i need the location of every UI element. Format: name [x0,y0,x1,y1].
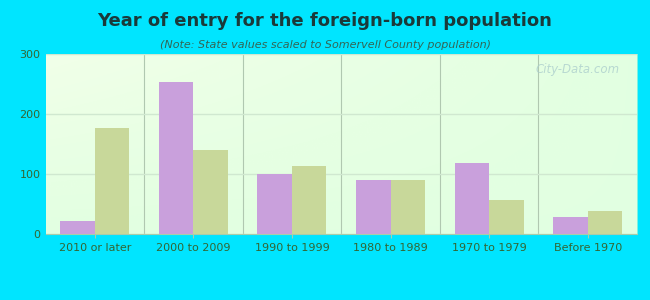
Bar [553,217,588,234]
Text: (Note: State values scaled to Somervell County population): (Note: State values scaled to Somervell … [159,40,491,50]
Text: Year of entry for the foreign-born population: Year of entry for the foreign-born popul… [98,12,552,30]
Bar [159,82,194,234]
Bar [588,211,622,234]
Bar [391,180,425,234]
Bar [194,150,228,234]
Bar [454,163,489,234]
Bar [257,174,292,234]
Bar [60,221,95,234]
Bar [356,180,391,234]
Bar [95,128,129,234]
Bar [292,166,326,234]
Bar [489,200,524,234]
Text: City-Data.com: City-Data.com [535,63,619,76]
